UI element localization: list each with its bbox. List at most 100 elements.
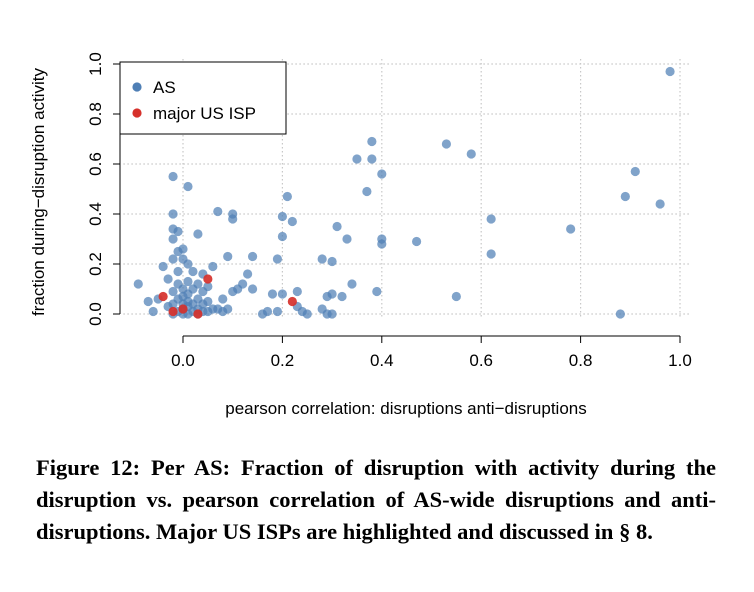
as-point (178, 244, 188, 254)
as-point (441, 139, 452, 149)
as-point (223, 251, 233, 262)
isp-point (193, 309, 203, 319)
as-point (630, 166, 640, 177)
as-point (213, 206, 223, 217)
as-point (168, 254, 178, 264)
y-tick-label: 0.8 (86, 102, 105, 126)
as-point (327, 256, 337, 267)
as-point (183, 276, 193, 287)
as-point (188, 266, 198, 277)
isp-point (168, 306, 178, 317)
as-point (372, 286, 382, 297)
as-point (620, 191, 630, 202)
legend-box (119, 61, 287, 135)
as-point (282, 191, 292, 202)
as-point (223, 304, 233, 314)
as-point (168, 234, 178, 244)
x-axis-title: pearson correlation: disruptions anti−di… (225, 399, 586, 418)
as-point (277, 231, 287, 242)
x-tick-label: 0.6 (469, 351, 493, 370)
x-axis: 0.0 0.2 0.4 0.6 0.8 1.0 (171, 335, 692, 370)
as-point (173, 226, 183, 237)
y-tick-label: 0.6 (86, 152, 105, 176)
y-tick-label: 0.2 (86, 252, 105, 276)
as-point (193, 279, 203, 289)
as-point (332, 221, 342, 232)
as-point (566, 224, 576, 234)
as-point (183, 259, 193, 269)
as-point (327, 289, 337, 299)
x-tick-label: 0.2 (271, 351, 295, 370)
as-point (148, 306, 158, 317)
isp-point (203, 274, 213, 284)
as-point (272, 254, 283, 264)
as-point (451, 291, 461, 302)
isp-point (287, 296, 297, 307)
data-points (133, 66, 675, 319)
as-point (362, 186, 372, 197)
y-tick-label: 0.0 (86, 302, 105, 326)
as-point (302, 309, 312, 319)
as-point (367, 154, 377, 164)
as-point (168, 209, 178, 219)
as-point (277, 211, 287, 222)
as-point (247, 251, 258, 262)
as-point (228, 209, 238, 219)
as-point (168, 171, 178, 182)
as-point (262, 306, 273, 317)
as-point (163, 274, 173, 284)
as-point (183, 181, 193, 192)
as-point (238, 279, 248, 289)
as-point (411, 236, 422, 247)
x-tick-label: 1.0 (668, 351, 692, 370)
as-point (486, 249, 496, 259)
as-point (247, 284, 258, 294)
as-point (203, 281, 213, 292)
x-tick-label: 0.0 (171, 351, 195, 370)
as-point (277, 289, 287, 299)
isp-point (178, 304, 188, 314)
as-point (158, 261, 168, 272)
x-tick-label: 0.8 (569, 351, 593, 370)
y-axis: 0.0 0.2 0.4 0.6 0.8 1.0 (86, 52, 121, 326)
as-point (655, 199, 665, 209)
as-point (317, 254, 327, 264)
x-tick-label: 0.4 (370, 351, 394, 370)
as-point (243, 269, 253, 279)
as-point (203, 296, 213, 307)
as-point (377, 234, 387, 244)
as-point (615, 309, 625, 319)
as-point (287, 216, 297, 227)
as-point (173, 266, 183, 277)
grid-lines (123, 59, 690, 319)
as-point (272, 306, 283, 317)
legend-marker (132, 82, 142, 92)
as-point (337, 291, 347, 302)
as-point (466, 149, 476, 159)
as-point (267, 289, 278, 299)
legend-label: major US ISP (153, 104, 256, 123)
as-point (193, 229, 203, 239)
y-tick-label: 0.4 (86, 202, 105, 226)
legend: AS major US ISP (119, 61, 287, 135)
as-point (143, 296, 153, 307)
as-point (133, 279, 143, 289)
legend-marker (132, 108, 142, 118)
as-point (208, 261, 218, 272)
as-point (665, 66, 675, 77)
figure-caption: Figure 12: Per AS: Fraction of disruptio… (36, 455, 716, 544)
y-axis-title: fraction during−disruption activity (29, 67, 48, 316)
y-tick-label: 1.0 (86, 52, 105, 76)
scatter-chart: 0.0 0.2 0.4 0.6 0.8 1.0 0.0 0.2 0.4 0.6 0.8 1.0 pe… (29, 52, 692, 418)
as-point (486, 214, 496, 224)
as-point (327, 309, 337, 319)
as-point (352, 154, 362, 164)
isp-point (158, 291, 168, 302)
as-point (347, 279, 357, 289)
as-point (377, 169, 387, 179)
as-point (168, 286, 178, 297)
as-point (367, 136, 377, 147)
as-point (292, 286, 302, 297)
legend-label: AS (153, 78, 176, 97)
as-point (218, 294, 228, 304)
